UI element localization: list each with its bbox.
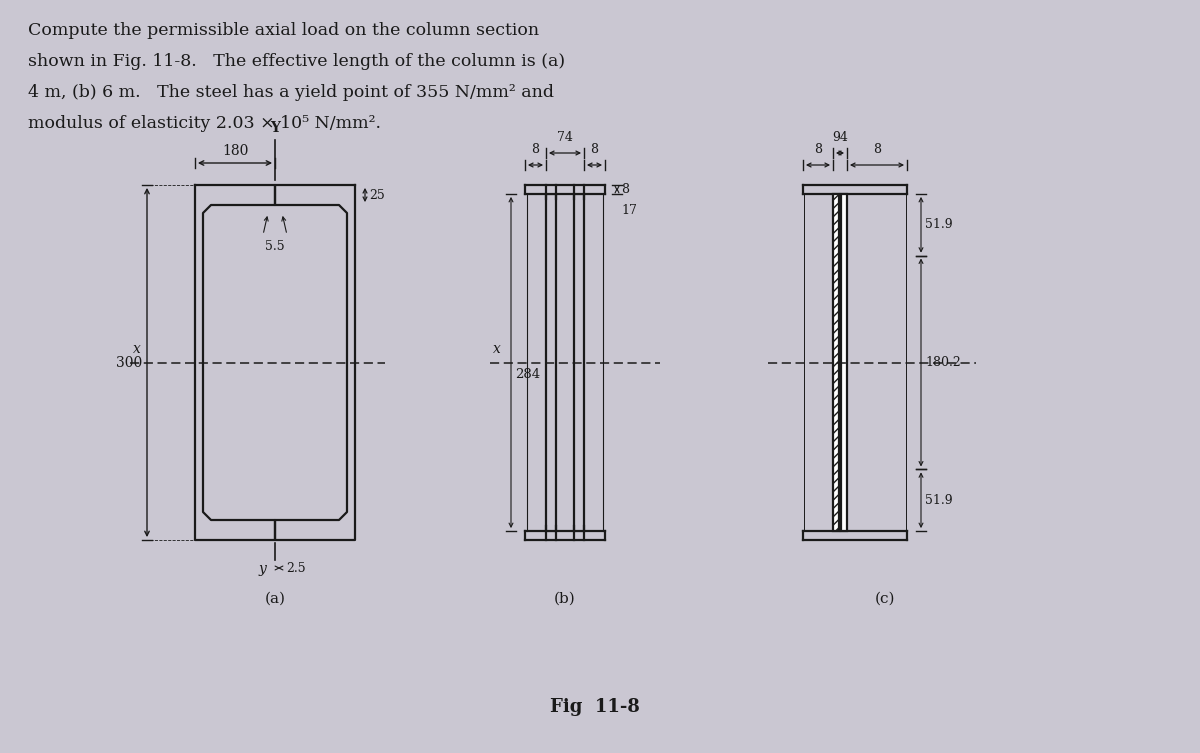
Text: x: x <box>133 342 140 355</box>
Text: 94: 94 <box>832 131 848 144</box>
Text: 284: 284 <box>515 368 540 381</box>
Text: shown in Fig. 11-8.   The effective length of the column is (a): shown in Fig. 11-8. The effective length… <box>28 53 565 70</box>
Text: 8: 8 <box>590 143 599 156</box>
Text: 8: 8 <box>814 143 822 156</box>
Text: 8: 8 <box>622 183 629 196</box>
Text: Fig  11-8: Fig 11-8 <box>550 698 640 716</box>
Text: y: y <box>258 562 266 576</box>
Text: (b): (b) <box>554 592 576 606</box>
Text: modulus of elasticity 2.03 × 10⁵ N/mm².: modulus of elasticity 2.03 × 10⁵ N/mm². <box>28 115 382 132</box>
Text: 180.2: 180.2 <box>925 356 961 369</box>
Text: 2.5: 2.5 <box>286 562 306 575</box>
Text: (a): (a) <box>264 592 286 606</box>
Bar <box>833 194 839 531</box>
Text: 74: 74 <box>557 131 572 144</box>
Text: 25: 25 <box>370 188 385 202</box>
Text: Y: Y <box>270 121 280 135</box>
Text: 17: 17 <box>622 204 637 217</box>
Text: 8: 8 <box>532 143 540 156</box>
Text: 8: 8 <box>874 143 881 156</box>
Bar <box>833 194 839 531</box>
Text: 4 m, (b) 6 m.   The steel has a yield point of 355 N/mm² and: 4 m, (b) 6 m. The steel has a yield poin… <box>28 84 554 101</box>
Text: 51.9: 51.9 <box>925 494 953 507</box>
Text: 180: 180 <box>222 144 248 158</box>
Text: 5.5: 5.5 <box>265 240 284 253</box>
Text: Compute the permissible axial load on the column section: Compute the permissible axial load on th… <box>28 22 539 39</box>
Text: x: x <box>493 342 500 355</box>
Text: 51.9: 51.9 <box>925 218 953 231</box>
Text: (c): (c) <box>875 592 895 606</box>
Text: 300: 300 <box>115 355 142 370</box>
Bar <box>841 194 847 531</box>
